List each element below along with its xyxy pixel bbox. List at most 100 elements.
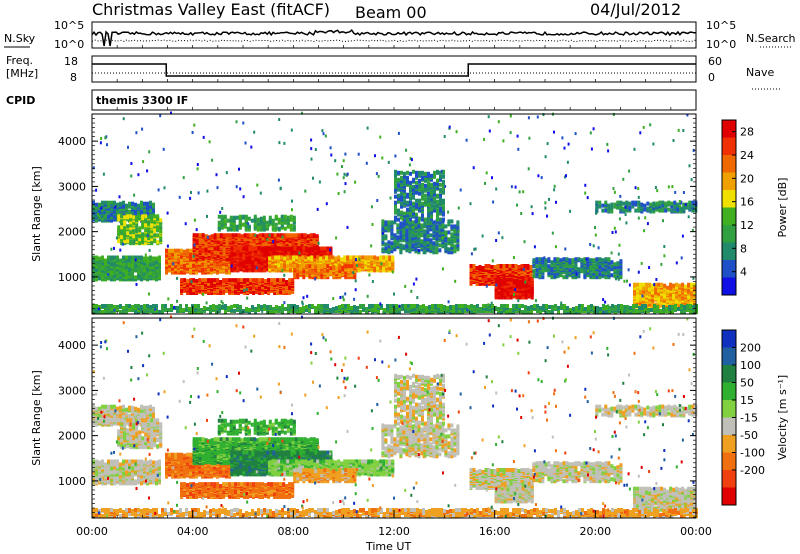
power-cell [409,192,412,197]
power-cell [120,239,124,244]
noise-panel: N.Sky 10^5 10^0 10^5 10^0 N.Search [4,19,796,51]
power-cell [159,225,163,230]
power-cell [287,246,291,251]
power-cell [340,257,344,262]
power-cell [220,214,224,219]
power-cell [135,223,139,228]
power-cell [487,264,491,268]
power-cell [248,246,252,251]
power-cell [241,222,245,227]
power-cell [256,221,260,226]
power-cell [442,210,445,215]
power-cell [409,171,412,176]
power-cell [328,255,332,260]
power-cell [131,270,134,275]
power-cell [283,214,287,219]
power-cell [239,246,243,251]
power-cell [432,233,436,238]
power-cell [231,278,235,283]
power-cell [216,251,220,256]
power-cell [278,246,282,251]
power-cell [132,215,136,220]
power-cell [125,255,128,260]
power-cell [158,255,161,260]
power-cell [373,260,377,265]
power-cell [156,214,160,219]
power-cell [293,246,297,251]
power-cell [496,264,500,268]
power-cell [388,266,392,271]
date-label: 04/Jul/2012 [590,0,681,19]
power-cell [210,249,214,254]
power-cell [409,210,412,215]
power-cell [201,286,205,290]
power-cell [390,241,394,246]
power-cell [312,238,316,243]
power-cell [490,265,494,269]
power-cell [288,291,292,295]
power-cell [415,189,418,194]
power-cell [119,261,122,266]
power-cell [439,170,442,175]
power-cell [255,278,259,283]
power-cell [201,240,205,245]
power-cell [150,240,154,245]
power-cell [210,234,214,239]
power-cell [244,214,248,219]
power-cell [144,228,148,233]
power-cell [296,269,300,274]
power-cell [310,255,314,260]
power-cell [249,278,253,283]
power-cell [177,248,180,253]
power-cell [400,197,403,202]
power-cell [344,264,348,269]
power-cell [95,268,98,273]
power-cell [394,169,397,174]
power-cell [286,223,290,228]
power-cell [156,240,160,245]
power-cell [189,248,192,253]
power-cell [140,255,143,260]
power-cell [120,214,124,219]
noise-search-trace [91,39,697,43]
power-cell [117,237,121,242]
power-cell [415,202,418,207]
power-cell [283,226,287,231]
power-cell [117,225,121,230]
power-cell [135,215,139,220]
power-cell [282,233,286,238]
power-cell [222,233,226,238]
power-cell [122,200,125,205]
power-cell [421,175,424,180]
power-cell [219,265,222,270]
power-cell [484,264,488,268]
power-cell [415,198,418,203]
power-cell [411,232,415,237]
power-cell [228,233,232,238]
power-cell [276,278,280,283]
power-cell [382,258,386,263]
power-cell [411,243,415,248]
power-cell [270,278,274,283]
power-cell [261,291,265,295]
power-cell [409,200,412,205]
power-cell [418,205,421,210]
power-cell [421,217,424,222]
power-cell [243,233,247,238]
power-cell [138,226,142,231]
power-cell [245,257,249,262]
power-cell [436,193,439,198]
power-cell [98,256,101,261]
power-cell [305,270,309,275]
power-cell [150,214,154,219]
power-cell [322,255,326,260]
power-cell [123,215,127,220]
power-cell [240,278,244,283]
power-cell [201,252,205,257]
power-cell [403,211,406,216]
power-cell [381,227,385,232]
power-cell [420,232,424,237]
power-cell [456,235,460,240]
power-cell [453,249,457,254]
power-cell [439,196,442,201]
